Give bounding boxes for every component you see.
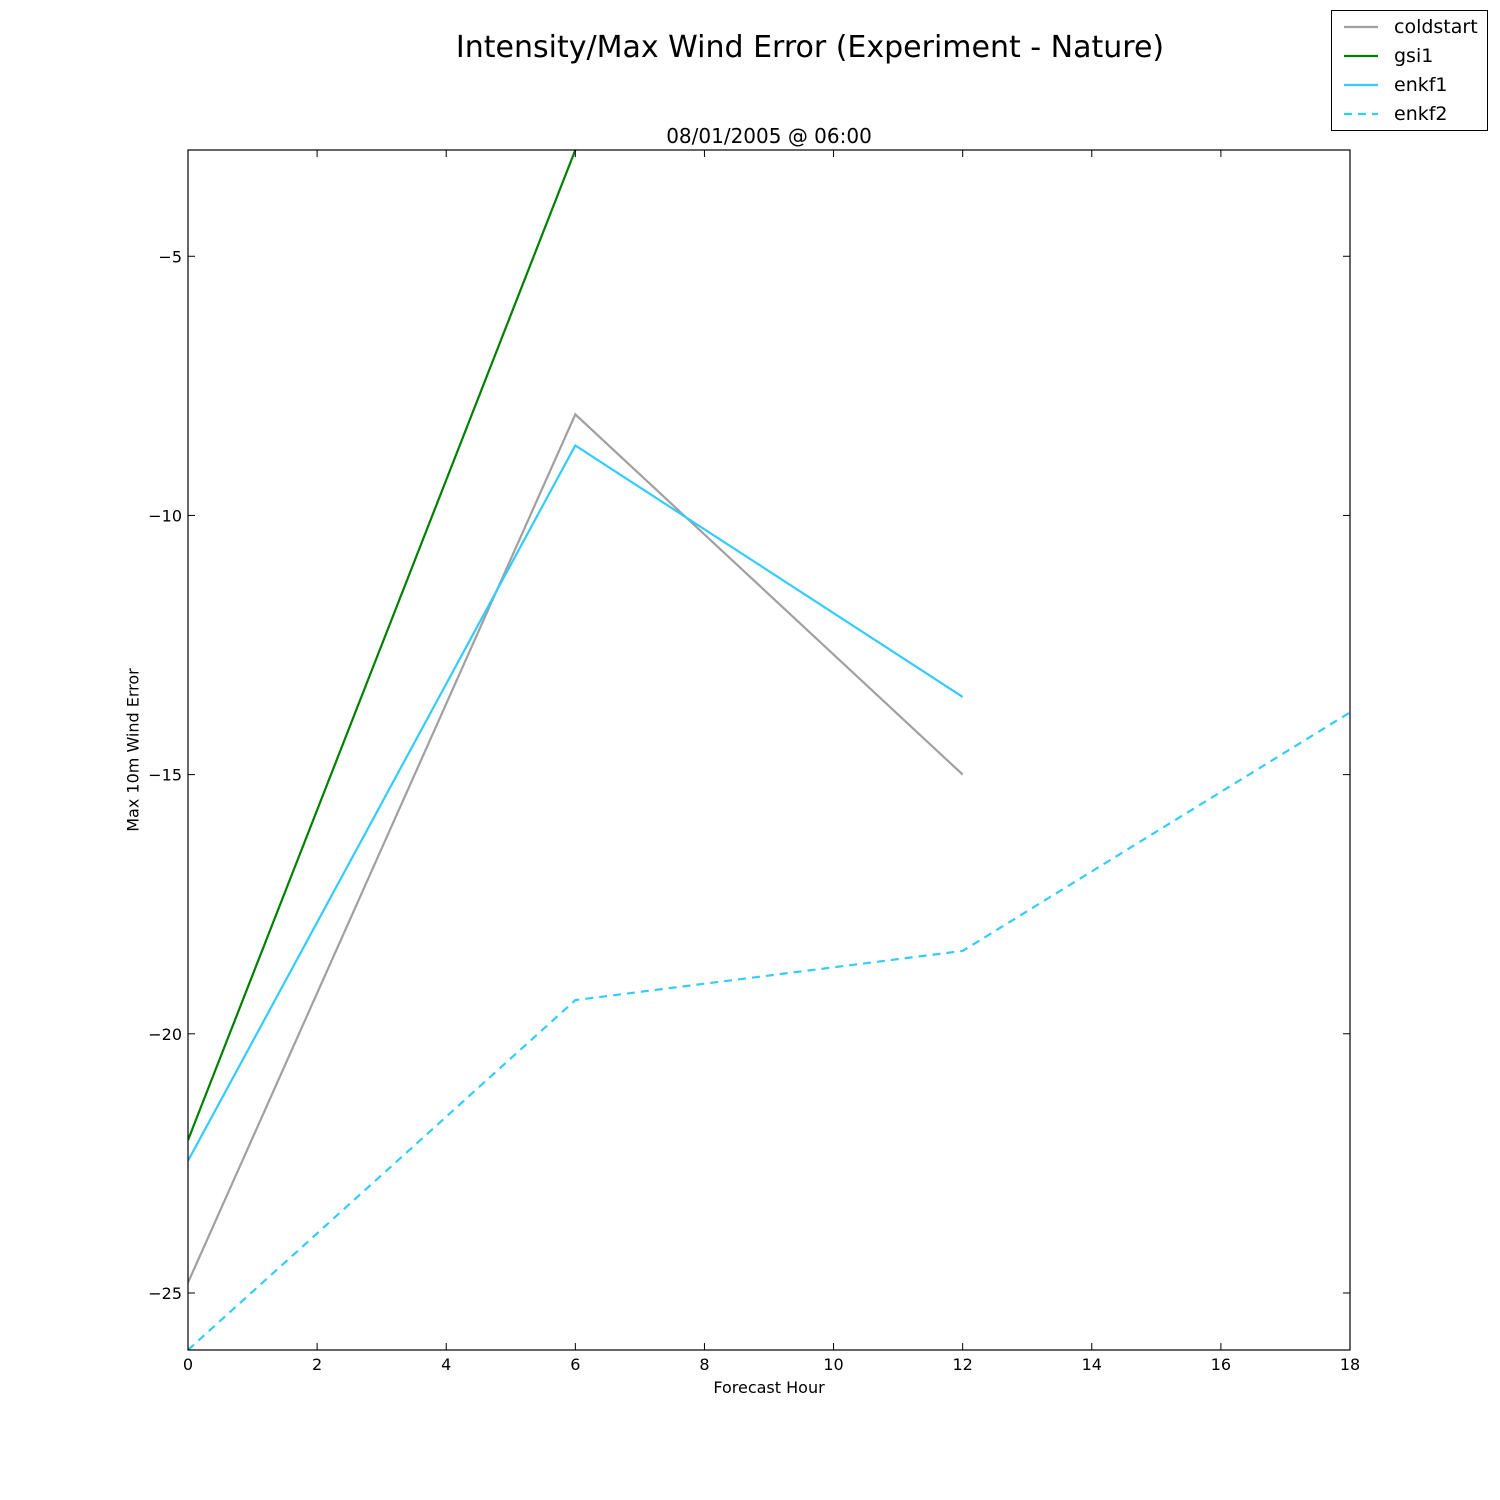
axes-layer: 0 2 4 6 8 10 12 14 16 18 −25 −20 −15 −10 −5 bbox=[148, 149, 1360, 1374]
legend: coldstart gsi1 enkf1 enkf2 bbox=[1331, 10, 1488, 131]
series-layer bbox=[188, 150, 1350, 1350]
legend-item-gsi1: gsi1 bbox=[1332, 42, 1489, 71]
legend-swatch bbox=[1344, 54, 1378, 58]
series-line-gsi1 bbox=[188, 150, 577, 1141]
legend-item-coldstart: coldstart bbox=[1332, 13, 1489, 42]
legend-label: enkf2 bbox=[1394, 103, 1448, 125]
axes-frame bbox=[187, 149, 1351, 1351]
series-line-enkf2 bbox=[188, 711, 1350, 1350]
x-tick-label: 0 bbox=[183, 1355, 193, 1374]
x-tick-label: 12 bbox=[952, 1355, 972, 1374]
x-axis-label: Forecast Hour bbox=[713, 1378, 825, 1397]
x-tick-label: 6 bbox=[570, 1355, 580, 1374]
y-tick-label: −25 bbox=[148, 1284, 182, 1303]
x-tick-label: 16 bbox=[1211, 1355, 1231, 1374]
y-tick-label: −10 bbox=[148, 506, 182, 525]
y-tick-label: −15 bbox=[148, 766, 182, 785]
x-tick-label: 2 bbox=[312, 1355, 322, 1374]
legend-label: coldstart bbox=[1394, 16, 1478, 38]
legend-swatch bbox=[1344, 83, 1378, 87]
x-tick-label: 4 bbox=[441, 1355, 451, 1374]
series-line-enkf1 bbox=[188, 443, 964, 1162]
legend-swatch bbox=[1344, 25, 1378, 29]
legend-item-enkf1: enkf1 bbox=[1332, 71, 1489, 100]
legend-swatch bbox=[1344, 112, 1378, 116]
axes-title: 08/01/2005 @ 06:00 bbox=[666, 124, 872, 148]
series-line-coldstart bbox=[188, 412, 964, 1284]
x-tick-label: 18 bbox=[1340, 1355, 1360, 1374]
x-tick-label: 8 bbox=[699, 1355, 709, 1374]
x-tick-label: 10 bbox=[823, 1355, 843, 1374]
legend-label: enkf1 bbox=[1394, 74, 1448, 96]
legend-item-enkf2: enkf2 bbox=[1332, 100, 1489, 129]
y-tick-label: −20 bbox=[148, 1025, 182, 1044]
legend-label: gsi1 bbox=[1394, 45, 1434, 67]
figure-title: Intensity/Max Wind Error (Experiment - N… bbox=[455, 30, 1165, 65]
x-tick-label: 14 bbox=[1082, 1355, 1102, 1374]
y-tick-label: −5 bbox=[158, 247, 182, 266]
